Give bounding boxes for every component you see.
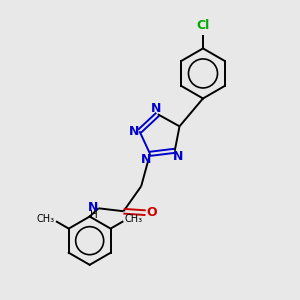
Text: CH₃: CH₃ xyxy=(36,214,55,224)
Text: N: N xyxy=(173,150,184,163)
Text: N: N xyxy=(151,102,161,116)
Text: H: H xyxy=(90,210,98,220)
Text: O: O xyxy=(146,206,157,219)
Text: N: N xyxy=(128,125,139,138)
Text: Cl: Cl xyxy=(196,19,210,32)
Text: N: N xyxy=(141,153,152,166)
Text: N: N xyxy=(88,201,98,214)
Text: CH₃: CH₃ xyxy=(125,214,143,224)
